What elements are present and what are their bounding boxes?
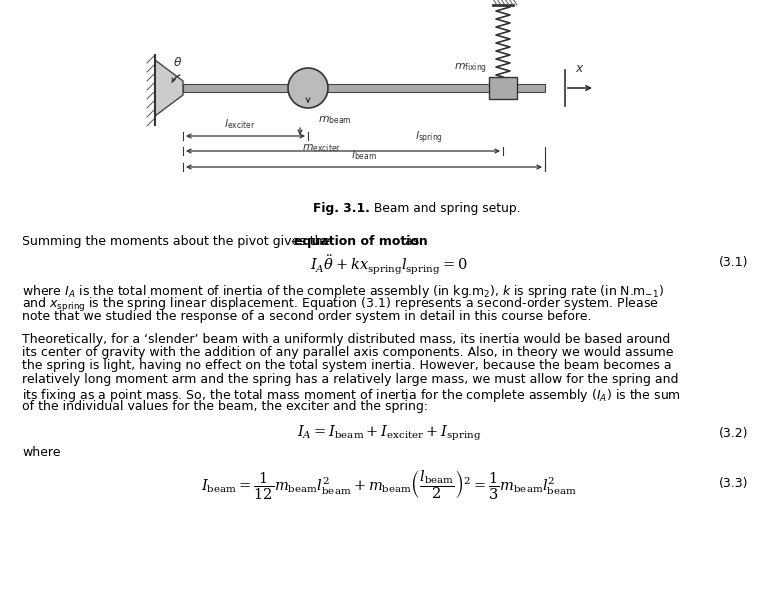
Text: $x$: $x$ <box>575 61 585 75</box>
Text: where: where <box>22 445 61 458</box>
Text: where $I_A$ is the total moment of inertia of the complete assembly (in kg.m$_2$: where $I_A$ is the total moment of inert… <box>22 283 664 300</box>
Text: of the individual values for the beam, the exciter and the spring:: of the individual values for the beam, t… <box>22 400 428 413</box>
Bar <box>147 55 155 125</box>
Text: Fig. 3.1.: Fig. 3.1. <box>313 202 370 215</box>
Text: the spring is light, having no effect on the total system inertia. However, beca: the spring is light, having no effect on… <box>22 359 671 373</box>
Text: its center of gravity with the addition of any parallel axis components. Also, i: its center of gravity with the addition … <box>22 346 674 359</box>
Text: $m_{\rm exciter}$: $m_{\rm exciter}$ <box>302 142 341 154</box>
Text: equation of motion: equation of motion <box>294 235 428 248</box>
Text: relatively long moment arm and the spring has a relatively large mass, we must a: relatively long moment arm and the sprin… <box>22 373 679 386</box>
Text: $l_{\rm exciter}$: $l_{\rm exciter}$ <box>224 117 255 131</box>
Text: its fixing as a point mass. So, the total mass moment of inertia for the complet: its fixing as a point mass. So, the tota… <box>22 386 681 404</box>
Text: $\theta$: $\theta$ <box>174 56 182 69</box>
Text: note that we studied the response of a second order system in detail in this cou: note that we studied the response of a s… <box>22 310 591 323</box>
Text: $m_{\rm fixing}$: $m_{\rm fixing}$ <box>454 62 487 76</box>
Text: $l_{\rm spring}$: $l_{\rm spring}$ <box>415 130 443 146</box>
Text: (3.1): (3.1) <box>718 256 748 269</box>
Text: $I_A\ddot{\theta} + kx_{\mathrm{spring}}l_{\mathrm{spring}} = 0$: $I_A\ddot{\theta} + kx_{\mathrm{spring}}… <box>310 253 467 276</box>
Bar <box>183 84 545 92</box>
Text: as:: as: <box>401 235 424 248</box>
Text: (3.3): (3.3) <box>718 478 748 491</box>
Text: Beam and spring setup.: Beam and spring setup. <box>370 202 520 215</box>
Bar <box>489 77 517 99</box>
Text: Theoretically, for a ‘slender’ beam with a uniformly distributed mass, its inert: Theoretically, for a ‘slender’ beam with… <box>22 333 670 346</box>
Polygon shape <box>155 60 183 116</box>
Text: $m_{\rm spring}$: $m_{\rm spring}$ <box>505 0 541 3</box>
Text: (3.2): (3.2) <box>718 426 748 439</box>
Text: $l_{\rm beam}$: $l_{\rm beam}$ <box>351 148 377 162</box>
Text: Summing the moments about the pivot gives the: Summing the moments about the pivot give… <box>22 235 334 248</box>
Text: $I_A = I_{\mathrm{beam}} + I_{\mathrm{exciter}} + I_{\mathrm{spring}}$: $I_A = I_{\mathrm{beam}} + I_{\mathrm{ex… <box>297 423 481 443</box>
Circle shape <box>288 68 328 108</box>
Text: $m_{\rm beam}$: $m_{\rm beam}$ <box>318 114 351 126</box>
Text: $I_{\mathrm{beam}} = \dfrac{1}{12}m_{\mathrm{beam}}l^2_{\mathrm{beam}} + m_{\mat: $I_{\mathrm{beam}} = \dfrac{1}{12}m_{\ma… <box>201 469 577 503</box>
Text: and $x_{\mathrm{spring}}$ is the spring linear displacement. Equation (3.1) repr: and $x_{\mathrm{spring}}$ is the spring … <box>22 297 659 315</box>
